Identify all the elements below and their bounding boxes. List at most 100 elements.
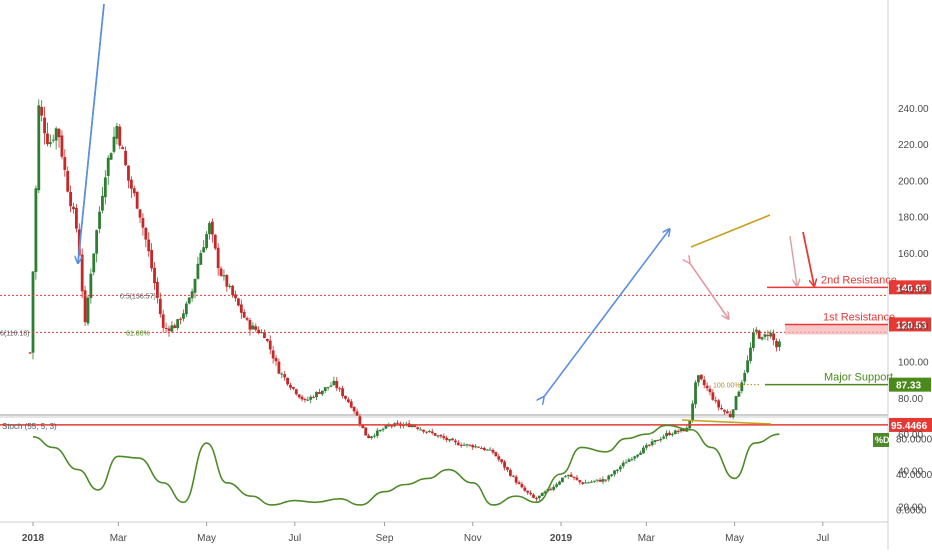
- candle-body: [167, 328, 171, 331]
- candle-body: [144, 227, 148, 240]
- candle-body: [699, 374, 703, 380]
- candle-body: [659, 439, 663, 441]
- candle-body: [344, 395, 347, 399]
- candle-body: [702, 379, 706, 386]
- price-tick-label: 20.00: [898, 503, 923, 514]
- candle-body: [474, 446, 478, 448]
- resistance-zone: [785, 324, 888, 335]
- candle-body: [294, 389, 298, 395]
- candle-body: [535, 497, 538, 499]
- candle-body: [425, 431, 428, 433]
- candle-body: [158, 298, 162, 315]
- candle-body: [251, 325, 255, 330]
- time-tick-label: Mar: [638, 533, 656, 544]
- candle-body: [335, 381, 339, 389]
- candle-body: [332, 380, 336, 385]
- candle-body: [584, 482, 587, 484]
- candle-body: [268, 340, 272, 350]
- candle-body: [193, 278, 197, 293]
- candle-body: [184, 303, 188, 315]
- candle-body: [459, 444, 463, 446]
- candle-body: [697, 375, 700, 383]
- candle-body: [708, 388, 712, 393]
- major-support-tag-label: 87.33: [896, 381, 921, 392]
- candle-body: [115, 126, 119, 139]
- time-tick-label: May: [197, 533, 216, 544]
- candle-body: [592, 480, 596, 482]
- candle-body: [639, 452, 642, 455]
- candle-body: [517, 482, 521, 484]
- candle-body: [589, 481, 593, 483]
- candle-body: [69, 191, 73, 207]
- candle-body: [132, 188, 136, 194]
- candle-body: [491, 449, 495, 453]
- candle-body: [303, 399, 307, 401]
- candle-body: [370, 436, 373, 439]
- fib-label-618-left: 6(116.18): [0, 330, 29, 337]
- candle-body: [454, 440, 457, 443]
- candle-body: [711, 392, 715, 400]
- candle-body: [372, 435, 376, 437]
- stoch-tick-label: 40.0000: [896, 470, 932, 481]
- candle-body: [691, 403, 695, 421]
- candle-body: [48, 142, 52, 145]
- candle-body: [263, 332, 266, 339]
- stoch-tick-label: 80.0000: [896, 435, 932, 446]
- candle-body: [280, 373, 284, 375]
- candle-body: [532, 494, 535, 498]
- candle-body: [245, 318, 249, 320]
- candle-body: [668, 432, 671, 436]
- candle-body: [485, 449, 489, 451]
- candle-body: [51, 139, 55, 141]
- candle-body: [630, 459, 634, 461]
- candle-body: [673, 430, 677, 435]
- candle-body: [508, 469, 512, 476]
- candle-body: [506, 467, 509, 470]
- candle-body: [480, 447, 483, 449]
- candle-body: [309, 396, 313, 400]
- candle-body: [462, 444, 466, 446]
- candle-body: [613, 470, 616, 475]
- candle-body: [621, 462, 625, 467]
- candle-body: [265, 338, 269, 341]
- candle-body: [300, 396, 304, 400]
- candle-body: [514, 476, 518, 483]
- candle-body: [254, 326, 258, 330]
- candle-body: [291, 386, 295, 389]
- candle-body: [494, 452, 498, 457]
- candle-body: [320, 390, 324, 395]
- candle-body: [561, 477, 564, 483]
- stoch-level-tag-label: 95.4466: [891, 421, 928, 432]
- candle-body: [74, 207, 78, 229]
- candle-body: [237, 298, 240, 306]
- first-resistance-label: 1st Resistance: [823, 311, 895, 323]
- candle-body: [216, 247, 220, 269]
- candle-body: [106, 157, 110, 176]
- candle-body: [121, 147, 125, 150]
- candle-body: [740, 382, 744, 392]
- candle-body: [503, 461, 506, 468]
- candle-body: [439, 435, 443, 437]
- candle-body: [749, 347, 752, 361]
- price-tick-label: 100.00: [898, 358, 929, 369]
- candle-body: [129, 179, 133, 189]
- candle-body: [714, 400, 718, 402]
- price-tick-label: 180.00: [898, 213, 929, 224]
- candle-body: [225, 275, 229, 287]
- candle-body: [364, 427, 368, 436]
- candle-body: [601, 479, 605, 482]
- candle-body: [164, 328, 168, 330]
- time-tick-label: 2019: [550, 533, 573, 544]
- candle-body: [355, 411, 359, 416]
- candle-body: [419, 429, 423, 431]
- candle-body: [737, 391, 741, 397]
- candle-body: [83, 290, 87, 323]
- candle-body: [746, 360, 750, 373]
- first-resistance-tag: [889, 317, 931, 332]
- candle-body: [448, 439, 452, 441]
- candle-body: [465, 444, 469, 446]
- candle-body: [63, 157, 67, 170]
- candle-body: [326, 387, 330, 389]
